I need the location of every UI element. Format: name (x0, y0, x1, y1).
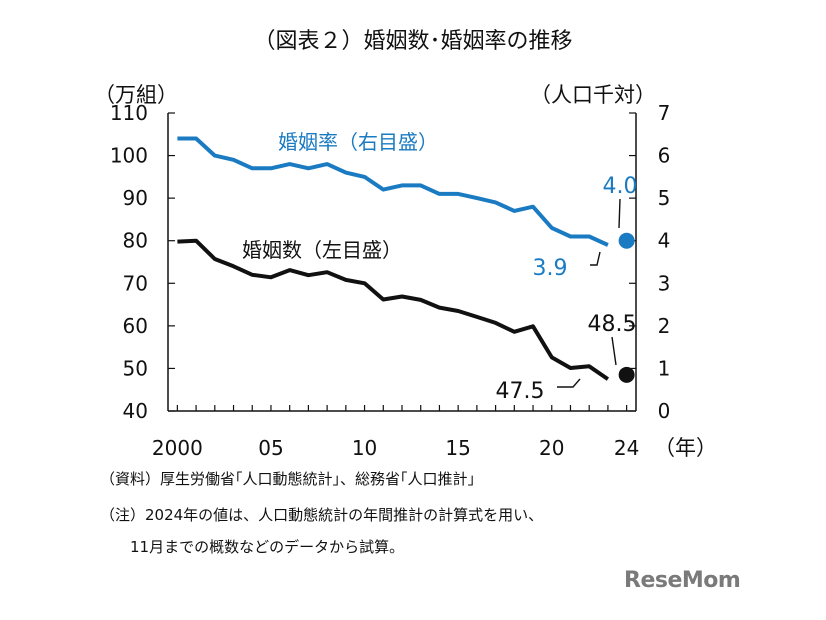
x-axis-unit-label: （年） (654, 436, 717, 460)
x-tick-label: 20 (539, 436, 564, 460)
series-label: 婚姻数（左目盛） (242, 238, 402, 262)
marriage-count-line (177, 238, 610, 381)
y-right-axis-label: （人口千対） (530, 83, 656, 107)
footnote-line-2: 11月までの概数などのデータから試算。 (130, 538, 405, 556)
last-value-leader-line (557, 378, 581, 388)
estimate-2024-point (618, 232, 635, 249)
y-right-tick-label: 7 (658, 101, 671, 125)
x-tick-label: 2000 (152, 436, 203, 460)
chart-title: （図表２）婚姻数･婚姻率の推移 (253, 29, 572, 54)
last-value-data-label: 47.5 (496, 379, 545, 404)
last-value-data-label: 3.9 (533, 256, 568, 281)
y-left-tick-label: 50 (123, 356, 148, 380)
marriage-rate-line (177, 136, 609, 247)
series-label: 婚姻率（右目盛） (278, 130, 438, 154)
y-right-tick-label: 4 (658, 229, 671, 253)
source-note: （資料）厚生労働省｢人口動態統計｣、総務省｢人口推計｣ (100, 470, 476, 488)
footnote-line-1: （注）2024年の値は、人口動態統計の年間推計の計算式を用い、 (100, 506, 544, 524)
y-left-tick-label: 60 (123, 314, 148, 338)
estimate-data-label: 4.0 (603, 174, 638, 199)
resemom-logo: ReseMom (624, 568, 741, 593)
x-tick-label: 10 (352, 436, 377, 460)
series-layer: 婚姻率（右目盛） 4.0 3.9 婚姻数（左目盛） 48.5 47.5 (177, 130, 638, 404)
x-tick-label: 15 (445, 436, 470, 460)
y-left-tick-label: 100 (110, 144, 148, 168)
estimate-leader-line (611, 336, 617, 366)
y-right-tick-label: 5 (658, 186, 671, 210)
y-left-tick-label: 110 (110, 101, 148, 125)
estimate-data-label: 48.5 (588, 312, 637, 337)
axes: 40 50 60 70 80 90 100 110 0 1 2 3 4 5 6 7 2000 05 10 15 20 24 (110, 101, 671, 460)
last-value-leader-line (590, 251, 601, 266)
x-tick-label: 24 (614, 436, 639, 460)
y-right-tick-label: 0 (658, 399, 671, 423)
y-right-tick-label: 3 (658, 271, 671, 295)
y-right-tick-label: 2 (658, 314, 671, 338)
y-left-tick-label: 70 (123, 271, 148, 295)
estimate-2024-point (618, 366, 635, 383)
y-left-tick-label: 90 (123, 186, 148, 210)
y-right-tick-label: 6 (658, 144, 671, 168)
estimate-leader-line (618, 198, 621, 229)
x-tick-label: 05 (258, 436, 283, 460)
y-right-tick-label: 1 (658, 356, 671, 380)
y-left-axis-label: （万組） (94, 83, 178, 107)
y-left-tick-label: 40 (123, 399, 148, 423)
y-left-tick-label: 80 (123, 229, 148, 253)
